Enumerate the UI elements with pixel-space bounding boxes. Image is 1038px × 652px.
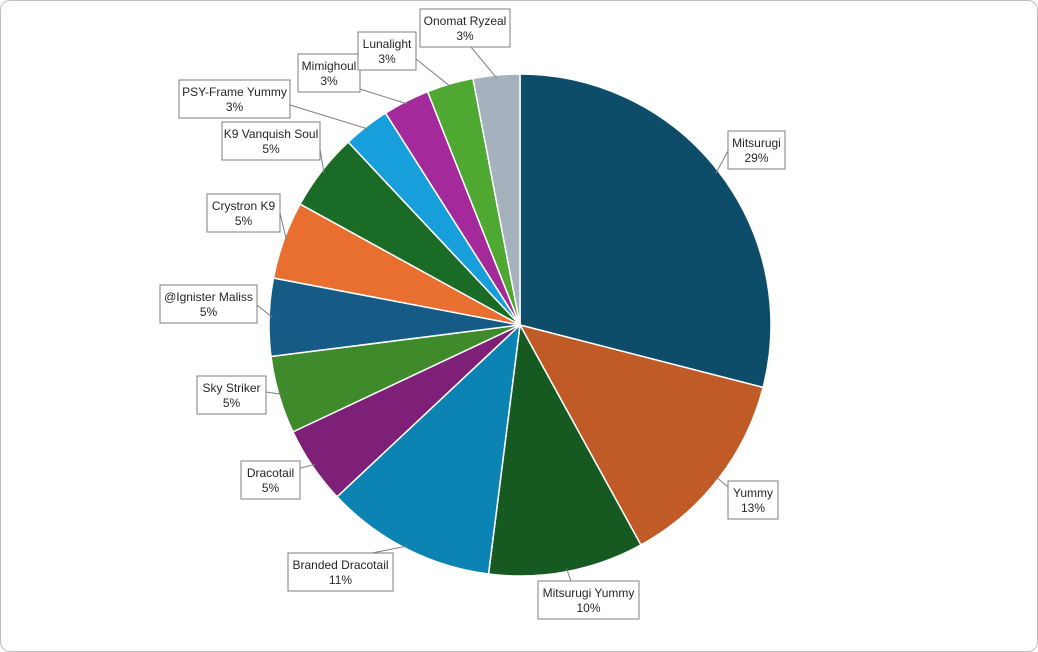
data-label-box bbox=[206, 193, 281, 233]
data-label-percent: 5% bbox=[235, 214, 253, 228]
data-label-percent: 3% bbox=[456, 29, 474, 43]
leader-line-sky-striker bbox=[265, 391, 282, 395]
data-label-percent: 5% bbox=[200, 305, 218, 319]
data-label-category: Mimighoul bbox=[302, 59, 357, 73]
leader-line-k9-vanquish-soul bbox=[319, 148, 325, 174]
pie-slice-mitsurugi-yummy bbox=[487, 322, 642, 577]
data-label-box bbox=[727, 480, 779, 520]
data-label-percent: 5% bbox=[223, 396, 241, 410]
data-label-crystron-k9: Crystron K95% bbox=[206, 193, 281, 233]
leader-line-mitsurugi-yummy bbox=[566, 568, 572, 582]
data-label-percent: 5% bbox=[262, 142, 280, 156]
data-label-percent: 3% bbox=[320, 74, 338, 88]
data-label-category: PSY-Frame Yummy bbox=[182, 85, 287, 99]
data-label-category: Mitsurugi Yummy bbox=[543, 586, 635, 600]
data-label-percent: 11% bbox=[329, 573, 352, 587]
leader-line-psy-frame-yummy bbox=[289, 104, 369, 130]
data-label-category: Sky Striker bbox=[202, 381, 260, 395]
data-label-box bbox=[178, 79, 291, 119]
data-label-category: Yummy bbox=[733, 486, 773, 500]
data-label-box bbox=[240, 460, 301, 500]
data-label-percent: 10% bbox=[576, 601, 600, 615]
pie-slice-branded-dracotail bbox=[335, 323, 522, 575]
data-label-box bbox=[727, 130, 786, 170]
leader-line-onomat-ryzeal bbox=[470, 46, 498, 79]
leader-line-crystron-k9 bbox=[279, 212, 288, 242]
data-label-percent: 3% bbox=[226, 100, 244, 114]
data-label-box bbox=[357, 31, 417, 71]
leader-line-ignister-maliss bbox=[256, 304, 273, 318]
data-label-box bbox=[287, 552, 394, 592]
data-label-box bbox=[159, 284, 258, 324]
data-label-category: Onomat Ryzeal bbox=[424, 14, 507, 28]
data-label-box bbox=[419, 8, 511, 48]
data-label-category: @Ignister Maliss bbox=[164, 290, 253, 304]
leader-line-mimighoul bbox=[359, 88, 408, 105]
data-label-percent: 3% bbox=[378, 52, 396, 66]
data-label-category: Lunalight bbox=[363, 37, 412, 51]
leader-line-mitsurugi bbox=[715, 150, 729, 174]
leader-line-branded-dracotail bbox=[371, 545, 408, 554]
data-label-box bbox=[537, 580, 640, 620]
data-label-category: Mitsurugi bbox=[732, 136, 781, 150]
leader-lines bbox=[256, 46, 735, 582]
data-label-category: K9 Vanquish Soul bbox=[224, 127, 319, 141]
data-label-category: Crystron K9 bbox=[212, 199, 276, 213]
data-label-box bbox=[221, 121, 321, 161]
pie-slice-mitsurugi bbox=[519, 73, 772, 389]
data-label-box bbox=[297, 53, 361, 93]
data-label-percent: 5% bbox=[262, 481, 280, 495]
data-label-percent: 29% bbox=[744, 151, 768, 165]
data-label-box bbox=[196, 375, 267, 415]
data-label-category: Branded Dracotail bbox=[292, 558, 388, 572]
data-label-percent: 13% bbox=[741, 501, 765, 515]
data-label-category: Dracotail bbox=[247, 466, 294, 480]
leader-line-lunalight bbox=[415, 58, 452, 88]
pie-slices bbox=[268, 73, 772, 577]
pie-slice-onomat-ryzeal bbox=[472, 73, 521, 326]
